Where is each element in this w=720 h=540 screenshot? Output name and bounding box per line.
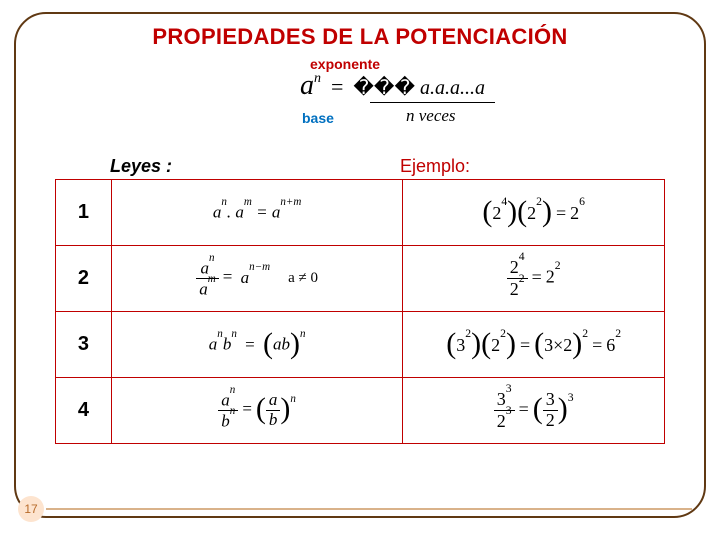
table-row: 3anbn = (ab)n(32)(22)=(3×2)2=62 bbox=[56, 312, 665, 378]
row-number: 1 bbox=[56, 180, 112, 246]
law-formula: an. am = an+m bbox=[111, 180, 402, 246]
example-formula: 2422=22 bbox=[403, 246, 665, 312]
row-number: 4 bbox=[56, 378, 112, 444]
label-base: base bbox=[302, 110, 334, 126]
definition-block: exponente base an = ��� a.a.a...a n vece… bbox=[160, 56, 560, 146]
equals-sign: = bbox=[326, 74, 348, 99]
definition-formula: an = ��� a.a.a...a bbox=[300, 70, 485, 102]
page-number: 17 bbox=[24, 502, 37, 516]
table-row: 2anam= an−ma ≠ 02422=22 bbox=[56, 246, 665, 312]
example-formula: (24)(22)=26 bbox=[403, 180, 665, 246]
row-number: 2 bbox=[56, 246, 112, 312]
def-exp: n bbox=[314, 71, 321, 86]
example-formula: (32)(22)=(3×2)2=62 bbox=[403, 312, 665, 378]
table-row: 4anbn=(ab)n3323=(32)3 bbox=[56, 378, 665, 444]
header-ejemplo: Ejemplo: bbox=[400, 156, 470, 177]
law-formula: anam= an−ma ≠ 0 bbox=[111, 246, 402, 312]
slide-frame: PROPIEDADES DE LA POTENCIACIÓN exponente… bbox=[14, 12, 706, 518]
example-formula: 3323=(32)3 bbox=[403, 378, 665, 444]
row-number: 3 bbox=[56, 312, 112, 378]
footer-bar bbox=[46, 508, 692, 510]
column-headers: Leyes : Ejemplo: bbox=[110, 156, 672, 177]
def-base: a bbox=[300, 70, 314, 101]
page-title: PROPIEDADES DE LA POTENCIACIÓN bbox=[40, 24, 680, 50]
page-number-badge: 17 bbox=[18, 496, 44, 522]
law-formula: anbn=(ab)n bbox=[111, 378, 402, 444]
underbrace-line bbox=[370, 102, 495, 103]
laws-table: 1an. am = an+m(24)(22)=262anam= an−ma ≠ … bbox=[55, 179, 665, 444]
header-leyes: Leyes : bbox=[110, 156, 400, 177]
law-formula: anbn = (ab)n bbox=[111, 312, 402, 378]
garbled-chars: ��� bbox=[353, 75, 415, 100]
def-rhs: a.a.a...a bbox=[420, 77, 485, 99]
table-row: 1an. am = an+m(24)(22)=26 bbox=[56, 180, 665, 246]
underbrace-label: n veces bbox=[406, 106, 456, 126]
